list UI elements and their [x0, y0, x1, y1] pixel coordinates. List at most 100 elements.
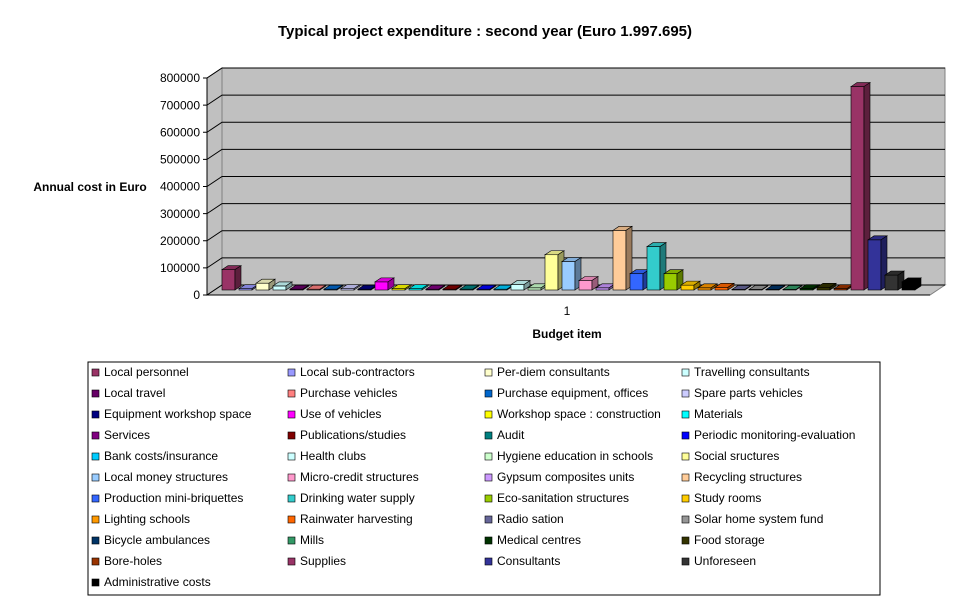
- y-tick-label: 700000: [160, 98, 200, 112]
- bar-side: [829, 282, 837, 291]
- legend-marker: [91, 557, 100, 566]
- legend-marker: [287, 410, 296, 419]
- legend-marker: [91, 578, 100, 587]
- bar: [272, 281, 293, 291]
- bar-front: [663, 273, 678, 291]
- legend-label: Bank costs/insurance: [104, 449, 218, 463]
- bar-side: [795, 284, 803, 291]
- legend-marker: [91, 410, 100, 419]
- bar: [374, 277, 395, 291]
- bar: [544, 250, 565, 291]
- legend-marker: [287, 389, 296, 398]
- y-tick-label: 300000: [160, 207, 200, 221]
- bar: [714, 282, 735, 291]
- legend-marker: [484, 494, 493, 503]
- grid-line: [206, 257, 945, 269]
- legend-marker: [681, 557, 690, 566]
- legend-label: Spare parts vehicles: [694, 386, 803, 400]
- legend-label: Production mini-briquettes: [104, 491, 243, 505]
- bar-side: [421, 284, 429, 291]
- bar: [612, 225, 633, 291]
- bar-front: [629, 273, 644, 291]
- legend-label: Food storage: [694, 533, 765, 547]
- legend-label: Local sub-contractors: [300, 365, 415, 379]
- legend-marker: [484, 536, 493, 545]
- legend-marker: [681, 536, 690, 545]
- bar: [629, 269, 650, 291]
- legend-marker: [681, 515, 690, 524]
- bar-side: [591, 275, 599, 291]
- bar-side: [404, 284, 412, 291]
- legend-label: Micro-credit structures: [300, 470, 419, 484]
- legend-label: Services: [104, 428, 150, 442]
- legend-label: Equipment workshop space: [104, 407, 252, 421]
- bar-front: [595, 287, 610, 291]
- grid-line: [206, 94, 945, 106]
- legend-marker: [91, 515, 100, 524]
- bar: [510, 280, 531, 291]
- bar: [578, 275, 599, 291]
- bar: [646, 242, 667, 291]
- legend-label: Periodic monitoring-evaluation: [694, 428, 855, 442]
- bar-front: [221, 269, 236, 291]
- bar-front: [255, 282, 270, 291]
- legend-marker: [91, 389, 100, 398]
- bar-side: [727, 282, 735, 291]
- legend-label: Recycling structures: [694, 470, 802, 484]
- bar: [408, 284, 429, 291]
- legend-label: Local personnel: [104, 365, 189, 379]
- bar: [867, 235, 888, 291]
- grid-line: [206, 203, 945, 215]
- grid-line: [206, 176, 945, 187]
- bar: [255, 278, 276, 291]
- bar: [901, 277, 922, 291]
- y-tick-label: 800000: [160, 71, 200, 85]
- grid-line: [206, 148, 945, 160]
- legend-marker: [287, 557, 296, 566]
- legend-marker: [287, 515, 296, 524]
- legend-marker: [91, 536, 100, 545]
- bar-front: [374, 281, 389, 291]
- legend-marker: [681, 494, 690, 503]
- legend-marker: [681, 389, 690, 398]
- legend-marker: [681, 368, 690, 377]
- y-axis-label: Annual cost in Euro: [33, 180, 146, 194]
- bar-side: [285, 281, 293, 291]
- legend-marker: [91, 452, 100, 461]
- legend-label: Materials: [694, 407, 743, 421]
- legend-label: Per-diem consultants: [497, 365, 610, 379]
- bar-side: [693, 280, 701, 291]
- legend-label: Local money structures: [104, 470, 228, 484]
- legend-label: Drinking water supply: [300, 491, 415, 505]
- legend-label: Travelling consultants: [694, 365, 810, 379]
- bar: [680, 280, 701, 291]
- bar-front: [646, 246, 661, 291]
- bar-side: [336, 284, 344, 291]
- legend-marker: [484, 431, 493, 440]
- legend-marker: [484, 389, 493, 398]
- bar: [850, 82, 871, 291]
- chart-title: Typical project expenditure : second yea…: [278, 23, 692, 40]
- bar-side: [914, 277, 922, 291]
- y-tick-label: 600000: [160, 125, 200, 139]
- bar-side: [523, 280, 531, 291]
- legend-label: Publications/studies: [300, 428, 406, 442]
- legend-label: Mills: [300, 533, 324, 547]
- bar-front: [850, 86, 865, 291]
- bar-front: [680, 284, 695, 291]
- legend-marker: [287, 452, 296, 461]
- legend-label: Gypsum composites units: [497, 470, 634, 484]
- legend-label: Audit: [497, 428, 525, 442]
- bar: [884, 270, 905, 291]
- bar: [391, 284, 412, 291]
- legend-marker: [681, 452, 690, 461]
- legend-marker: [287, 473, 296, 482]
- legend-marker: [681, 473, 690, 482]
- legend-label: Consultants: [497, 554, 560, 568]
- bar: [816, 282, 837, 291]
- legend-label: Administrative costs: [104, 575, 211, 589]
- bar-side: [489, 284, 497, 291]
- legend-marker: [484, 473, 493, 482]
- bar-side: [319, 284, 327, 291]
